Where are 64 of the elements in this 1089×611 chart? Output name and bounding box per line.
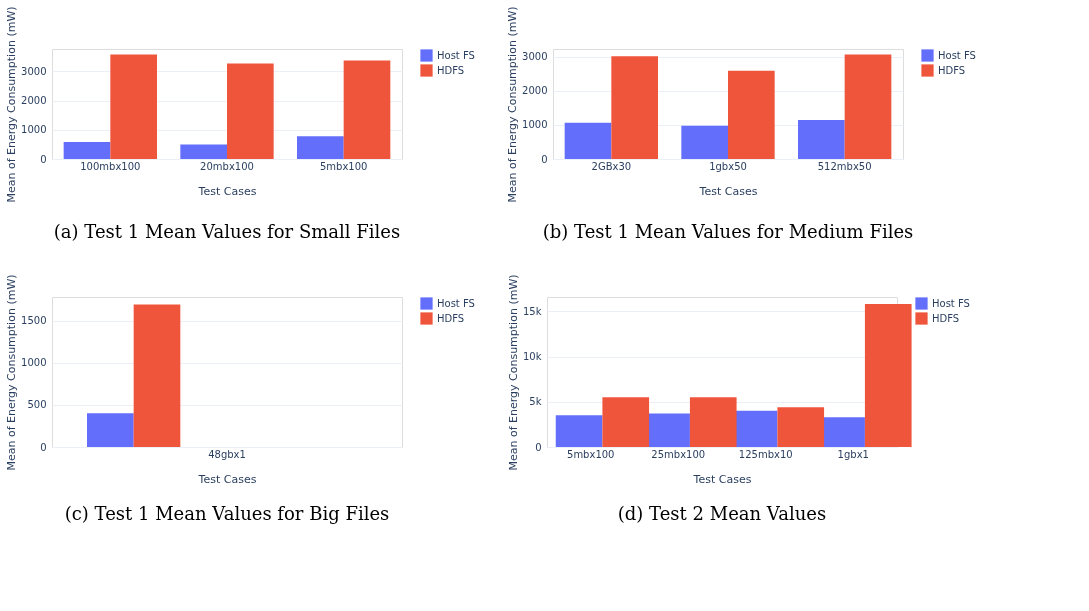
x-axis-title: Test Cases [197, 472, 257, 486]
bar [227, 63, 274, 159]
y-tick-label: 2000 [522, 85, 548, 97]
x-tick-label: 25mbx100 [651, 448, 706, 460]
x-tick-label: 20mbx100 [200, 160, 254, 172]
legend-label: Host FS [932, 297, 970, 309]
text: (b) Test 1 Mean Values for Medium Files [542, 221, 914, 243]
x-tick-label: 125mbx10 [738, 448, 793, 460]
legend-label: HDFS [932, 312, 960, 324]
text: (d) Test 2 Mean Values [617, 503, 827, 524]
y-tick-label: 2000 [21, 95, 47, 107]
y-axis-title: Mean of Energy Consumption (mW) [506, 6, 520, 203]
y-tick-label: 0 [541, 153, 548, 165]
y-tick-label: 0 [40, 441, 47, 453]
y-tick-label: 5k [529, 396, 542, 408]
x-tick-label: 48gbx1 [208, 448, 246, 460]
x-tick-label: 2GBx30 [591, 160, 632, 172]
x-tick-label: 100mbx100 [80, 160, 141, 172]
x-tick-label: 512mbx50 [817, 160, 872, 172]
y-tick-label: 10k [522, 351, 542, 363]
bar [297, 136, 344, 159]
bar [343, 60, 391, 159]
text: (c) Test 1 Mean Values for Big Files [64, 503, 390, 524]
bar [611, 56, 658, 159]
y-tick-label: 3000 [21, 65, 47, 77]
bar [602, 397, 650, 447]
legend-label: Host FS [437, 49, 475, 61]
y-axis-title: Mean of Energy Consumption (mW) [506, 274, 520, 471]
bar [555, 415, 603, 447]
legend-label: HDFS [938, 64, 966, 76]
bar [728, 70, 775, 159]
y-axis-title: Mean of Energy Consumption (mW) [5, 6, 19, 203]
x-tick-label: 5mbx100 [567, 448, 615, 460]
bar [864, 304, 912, 447]
y-tick-label: 0 [535, 441, 542, 453]
bar [844, 54, 892, 159]
y-tick-label: 3000 [522, 51, 548, 63]
y-axis-title: Mean of Energy Consumption (mW) [5, 274, 19, 471]
y-tick-label: 1500 [21, 315, 47, 327]
bar [564, 122, 612, 159]
y-tick-label: 500 [27, 399, 47, 411]
bar [110, 54, 157, 159]
y-tick-label: 1000 [522, 119, 548, 131]
x-axis-title: Test Cases [197, 184, 257, 198]
bar [798, 120, 845, 159]
y-tick-label: 15k [522, 305, 542, 317]
x-axis-title: Test Cases [698, 184, 758, 198]
bar [777, 407, 825, 447]
legend-label: Host FS [437, 297, 475, 309]
legend-label: HDFS [437, 64, 465, 76]
x-tick-label: 1gbx1 [837, 448, 869, 460]
x-tick-label: 5mbx100 [319, 160, 368, 172]
bar [681, 125, 728, 159]
bar [689, 397, 737, 447]
bar [63, 142, 111, 159]
legend-label: Host FS [938, 49, 976, 61]
x-axis-title: Test Cases [692, 472, 752, 486]
y-tick-label: 1000 [21, 124, 47, 136]
x-tick-label: 1gbx50 [709, 160, 747, 172]
legend-label: HDFS [437, 312, 465, 324]
bar [180, 144, 227, 159]
text: (a) Test 1 Mean Values for Small Files [53, 221, 401, 243]
y-tick-label: 1000 [21, 357, 47, 369]
y-tick-label: 0 [40, 153, 47, 165]
